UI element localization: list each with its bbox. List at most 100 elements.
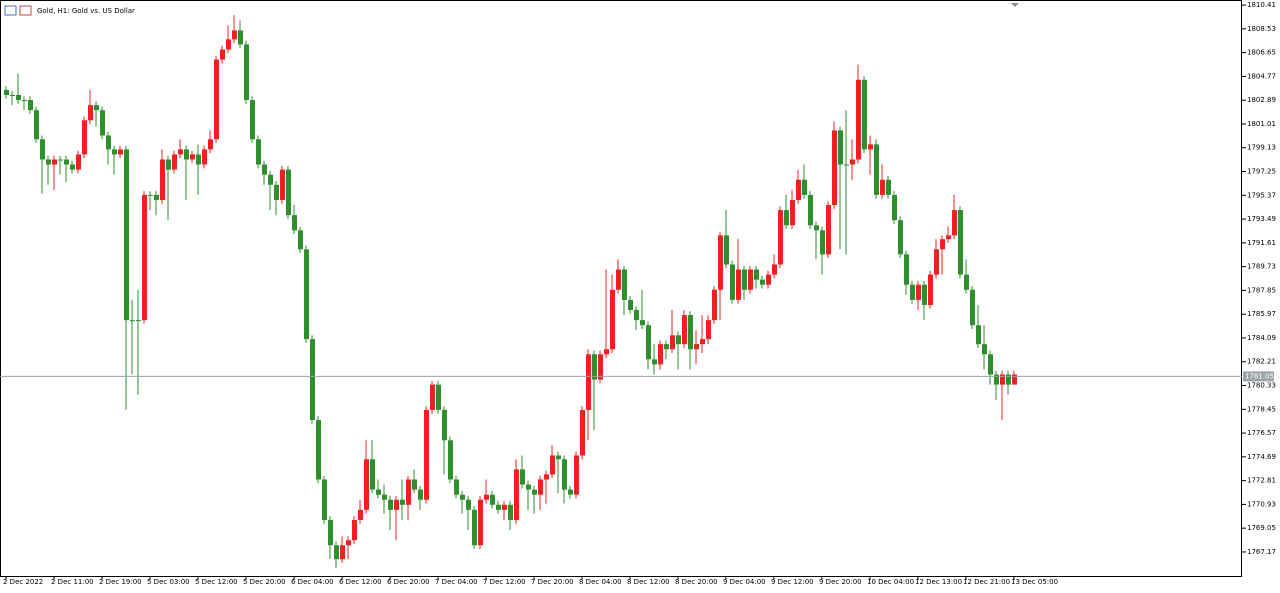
candle-body <box>124 149 129 321</box>
candle-body <box>1012 374 1017 385</box>
candle-body <box>400 499 405 505</box>
candle-body <box>442 409 447 441</box>
candle-body <box>928 274 933 305</box>
candle-body <box>184 149 189 160</box>
candle-body <box>538 479 543 495</box>
candle-body <box>418 489 423 500</box>
x-tick-label: 10 Dec 04:00 <box>867 578 914 586</box>
x-tick-label: 2 Dec 11:00 <box>51 578 94 586</box>
candle-body <box>688 315 693 350</box>
candle-body <box>988 354 993 375</box>
candle-body <box>784 210 789 226</box>
candle-body <box>658 344 663 365</box>
candle-body <box>436 384 441 410</box>
candle-body <box>766 274 771 285</box>
y-tick-label: 1795.37 <box>1247 191 1276 199</box>
y-tick-label: 1785.97 <box>1247 310 1276 318</box>
candle-body <box>304 249 309 340</box>
candle-body <box>328 519 333 546</box>
candle-body <box>460 494 465 500</box>
candle-body <box>886 179 891 195</box>
candle-body <box>952 210 957 236</box>
candle-body <box>508 504 513 520</box>
candle-body <box>472 509 477 546</box>
candle-body <box>292 215 297 231</box>
candle-body <box>334 545 339 560</box>
candle-body <box>532 489 537 495</box>
candle-body <box>16 94 21 101</box>
y-tick-label: 1808.53 <box>1247 25 1276 33</box>
candle-body <box>760 279 765 285</box>
candle-body <box>856 79 861 160</box>
candle-body <box>22 100 27 102</box>
candle-body <box>934 249 939 275</box>
candle-body <box>172 154 177 170</box>
x-tick-label: 7 Dec 12:00 <box>483 578 526 586</box>
plot-frame <box>0 0 1242 577</box>
candle-body <box>352 519 357 541</box>
candle-body <box>520 469 525 485</box>
candle-body <box>790 199 795 226</box>
candle-body <box>682 315 687 345</box>
y-tick-label: 1778.45 <box>1247 405 1276 413</box>
candle-body <box>910 284 915 300</box>
candle-body <box>208 139 213 150</box>
x-tick-label: 5 Dec 03:00 <box>147 578 190 586</box>
candle-body <box>610 289 615 350</box>
candle-body <box>802 179 807 195</box>
candle-body <box>832 130 837 206</box>
candle-body <box>556 455 561 460</box>
candle-body <box>724 235 729 265</box>
x-tick-label: 12 Dec 21:00 <box>963 578 1010 586</box>
candle-body <box>454 479 459 495</box>
candle-body <box>466 499 471 510</box>
candle-body <box>574 455 579 495</box>
candle-body <box>514 469 519 520</box>
candle-body <box>844 164 849 166</box>
candle-body <box>412 479 417 490</box>
candle-body <box>874 144 879 195</box>
candle-body <box>778 210 783 265</box>
candle-body <box>106 135 111 150</box>
candle-body <box>238 30 243 45</box>
candle-body <box>130 320 135 322</box>
candle-body <box>772 264 777 275</box>
candle-body <box>580 409 585 456</box>
candle-body <box>586 354 591 410</box>
candle-body <box>346 540 351 546</box>
x-tick-label: 2 Dec 19:00 <box>99 578 142 586</box>
candle-body <box>592 354 597 380</box>
candle-body <box>484 494 489 500</box>
candle-body <box>10 94 15 96</box>
candle-body <box>214 59 219 140</box>
x-tick-label: 9 Dec 20:00 <box>819 578 862 586</box>
candle-body <box>274 184 279 200</box>
y-tick-label: 1770.93 <box>1247 500 1276 508</box>
candle-body <box>892 194 897 221</box>
candle-body <box>814 225 819 231</box>
candle-body <box>202 149 207 165</box>
y-tick-label: 1791.61 <box>1247 239 1276 247</box>
candle-body <box>748 269 753 290</box>
candle-body <box>478 499 483 546</box>
candle-body <box>160 159 165 200</box>
candle-body <box>940 239 945 250</box>
chart-title: Gold, H1: Gold vs. US Dollar <box>37 7 135 15</box>
candle-body <box>652 359 657 365</box>
candle-body <box>394 499 399 510</box>
candle-body <box>388 499 393 510</box>
candle-body <box>178 149 183 155</box>
candle-body <box>4 89 9 95</box>
candle-body <box>226 39 231 50</box>
y-tick-label: 1801.01 <box>1247 120 1276 128</box>
candle-body <box>52 159 57 165</box>
candle-body <box>94 105 99 111</box>
candle-body <box>76 154 81 170</box>
candle-body <box>712 289 717 321</box>
y-tick-label: 1776.57 <box>1247 429 1276 437</box>
candle-body <box>958 210 963 275</box>
candle-body <box>646 325 651 360</box>
candle-body <box>544 474 549 480</box>
